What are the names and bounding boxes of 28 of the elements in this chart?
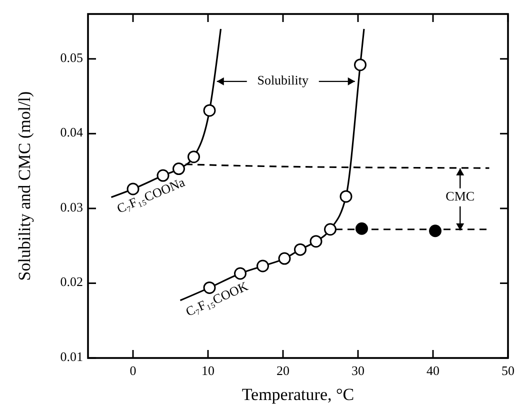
x-tick-label: 0 [130, 363, 136, 378]
point [256, 260, 269, 272]
y-tick-label: 0.02 [60, 274, 83, 290]
y-tick-label: 0.01 [60, 348, 83, 364]
point [172, 162, 185, 176]
point [354, 58, 366, 72]
point [203, 104, 216, 117]
point [340, 190, 352, 203]
annotation: Solubility [257, 72, 310, 88]
x-tick-label: 40 [426, 363, 440, 378]
point [429, 224, 442, 238]
x-tick-label: 30 [352, 363, 364, 378]
annotation: CMC [446, 188, 475, 204]
x-tick-label: 50 [502, 363, 514, 378]
y-axis-title: Solubility and CMC (mol/l) [15, 91, 34, 281]
point [234, 267, 246, 280]
point [188, 150, 200, 164]
x-tick-label: 10 [202, 363, 214, 378]
y-tick-label: 0.04 [60, 124, 84, 140]
point [294, 243, 306, 256]
x-axis-title: Temperature, °C [242, 385, 354, 404]
point [324, 223, 336, 236]
x-tick-label: 20 [276, 363, 290, 378]
point [310, 235, 322, 248]
y-tick-label: 0.03 [60, 199, 83, 214]
point [356, 222, 368, 235]
point [278, 252, 291, 265]
y-tick-label: 0.05 [60, 50, 83, 65]
